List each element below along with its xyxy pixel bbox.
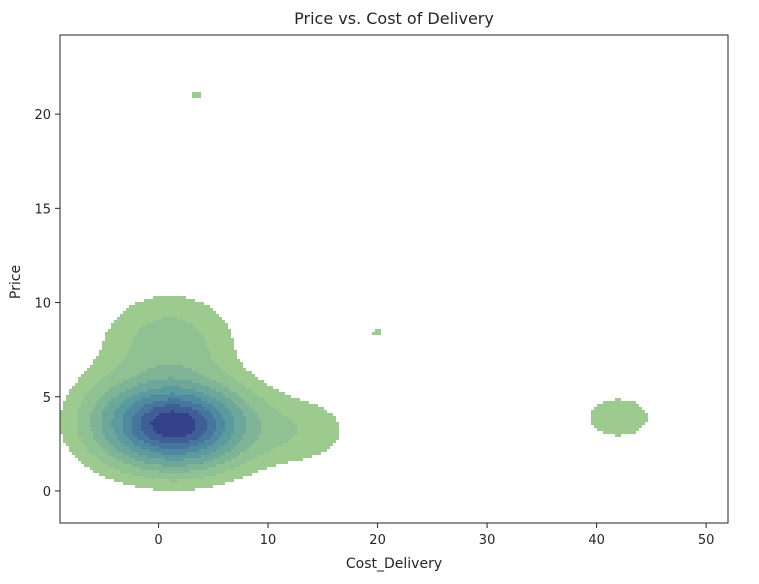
y-tick-label: 5 [43,391,51,406]
x-axis-label: Cost_Delivery [346,556,442,572]
plot-frame [59,34,729,524]
y-axis-label: Price [8,265,24,299]
x-tick-label: 10 [260,533,277,548]
density-level-9 [150,410,195,437]
y-tick-label: 10 [34,297,51,312]
y-tick-label: 0 [43,485,51,500]
x-tick-label: 20 [369,533,386,548]
x-tick-label: 40 [588,533,605,548]
y-tick-label: 20 [34,108,51,123]
x-tick-label: 50 [698,533,715,548]
x-tick-label: 0 [154,533,162,548]
x-axis: 0 10 20 30 40 50 [154,523,714,548]
x-tick-label: 30 [479,533,496,548]
plot-area [60,92,648,491]
y-axis: 0 5 10 15 20 [34,108,60,500]
y-tick-label: 15 [34,202,51,217]
chart-title: Price vs. Cost of Delivery [294,9,494,28]
